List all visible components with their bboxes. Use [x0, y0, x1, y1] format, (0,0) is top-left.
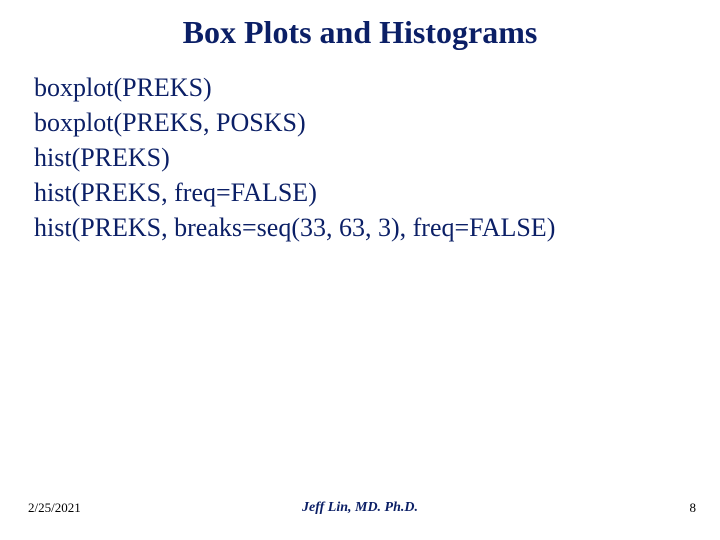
code-line: hist(PREKS, freq=FALSE): [34, 175, 694, 210]
slide-title: Box Plots and Histograms: [0, 14, 720, 51]
code-line: boxplot(PREKS, POSKS): [34, 105, 694, 140]
code-line: hist(PREKS, breaks=seq(33, 63, 3), freq=…: [34, 210, 694, 245]
code-line: hist(PREKS): [34, 140, 694, 175]
footer-author: Jeff Lin, MD. Ph.D.: [0, 500, 720, 516]
slide-body: boxplot(PREKS) boxplot(PREKS, POSKS) his…: [34, 70, 694, 245]
footer-page-number: 8: [690, 500, 697, 516]
code-line: boxplot(PREKS): [34, 70, 694, 105]
slide: Box Plots and Histograms boxplot(PREKS) …: [0, 0, 720, 540]
